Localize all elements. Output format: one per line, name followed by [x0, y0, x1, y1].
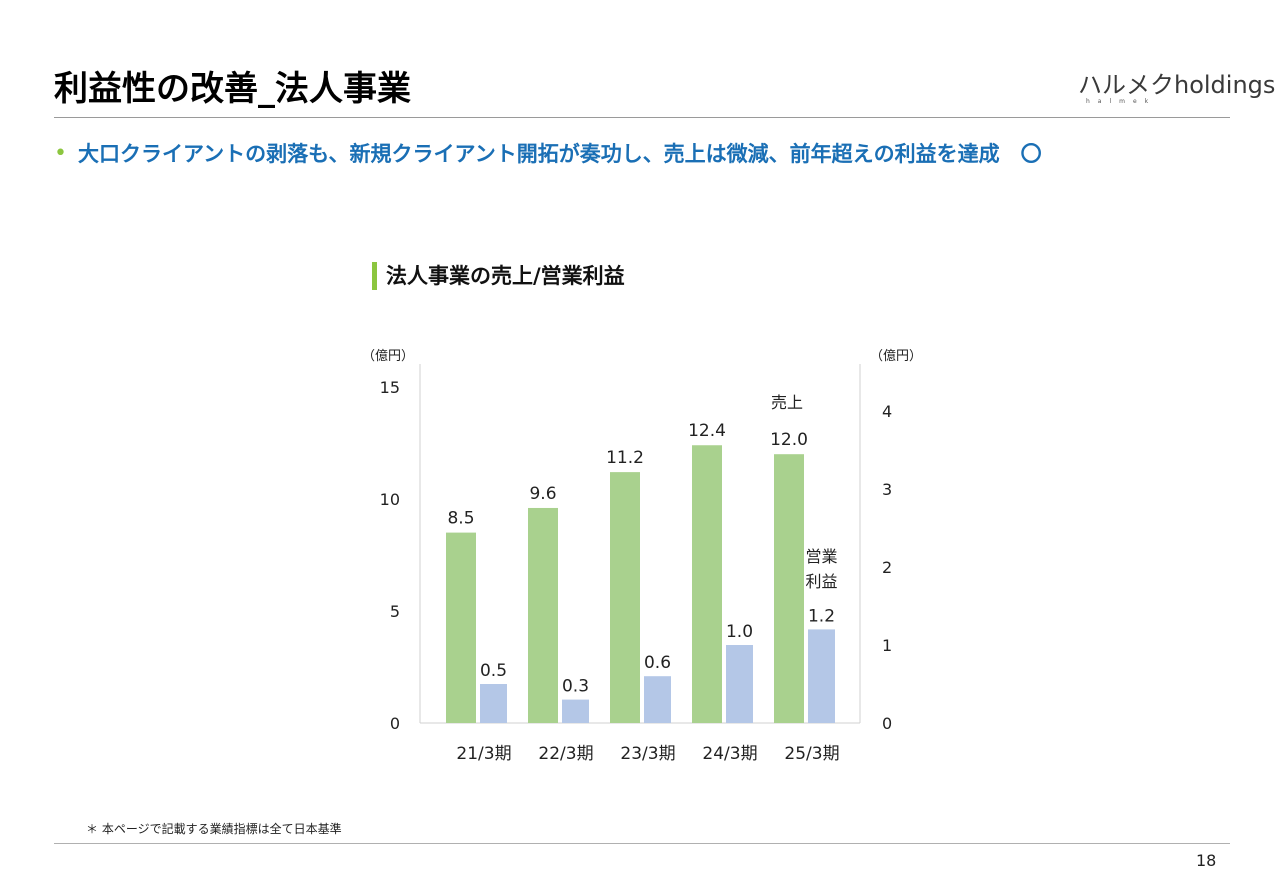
sales-data-label: 11.2: [606, 448, 644, 468]
series-label-profit-line2: 利益: [805, 572, 837, 591]
profit-bar: [726, 645, 753, 723]
logo-text: ハルメクholdings: [1078, 71, 1276, 99]
profit-data-label: 1.0: [726, 622, 753, 642]
left-tick-label: 5: [390, 602, 400, 621]
x-tick-label: 24/3期: [702, 744, 757, 764]
sales-bar: [446, 532, 476, 723]
profit-data-label: 1.2: [808, 606, 835, 626]
sales-bar: [774, 454, 804, 723]
sales-bar: [692, 445, 722, 723]
chart-title: 法人事業の売上/営業利益: [386, 264, 625, 288]
right-axis-unit: （億円）: [870, 348, 922, 364]
chart-bars: [446, 445, 835, 723]
profit-bar: [644, 676, 671, 723]
sales-data-label: 12.0: [770, 430, 808, 450]
x-tick-label: 22/3期: [538, 744, 593, 764]
series-label-profit-line1: 営業: [805, 547, 837, 566]
sales-data-label: 12.4: [688, 421, 726, 441]
profit-bar: [808, 629, 835, 723]
chart-axes: （億円） （億円） 0 5 10 15 0 1 2 3 4 21/3期 22/3期 23/3期 24/3期 2…: [362, 348, 922, 764]
profit-bar: [480, 684, 507, 723]
sales-data-label: 9.6: [529, 484, 556, 504]
profit-data-label: 0.6: [644, 653, 671, 673]
sales-bar: [610, 472, 640, 723]
title-divider: [54, 117, 1230, 118]
bullet-icon: •: [54, 141, 67, 166]
left-tick-label: 0: [390, 714, 400, 733]
slide-title: 利益性の改善_法人事業: [54, 69, 411, 109]
left-tick-label: 15: [380, 378, 400, 397]
footer-divider: [54, 843, 1230, 844]
headline: 大口クライアントの剥落も、新規クライアント開拓が奏功し、売上は微減、前年超えの利…: [78, 142, 1042, 166]
profit-bar: [562, 699, 589, 723]
right-tick-label: 1: [882, 636, 892, 655]
footnote: ＊ 本ページで記載する業績指標は全て日本基準: [86, 822, 342, 836]
profit-data-label: 0.5: [480, 661, 507, 681]
series-label-sales: 売上: [771, 393, 803, 412]
right-tick-label: 0: [882, 714, 892, 733]
sales-data-label: 8.5: [447, 509, 474, 529]
logo-subtext: halmek: [1086, 98, 1157, 105]
right-tick-label: 2: [882, 558, 892, 577]
left-axis-unit: （億円）: [362, 348, 414, 364]
company-logo: ハルメクholdings halmek: [1078, 70, 1275, 106]
x-tick-label: 21/3期: [456, 744, 511, 764]
chart-title-bar: [372, 262, 377, 290]
sales-bar: [528, 507, 558, 723]
left-tick-label: 10: [380, 490, 400, 509]
profit-data-label: 0.3: [562, 677, 589, 697]
right-tick-label: 4: [882, 402, 892, 421]
x-tick-label: 25/3期: [784, 744, 839, 764]
x-tick-label: 23/3期: [620, 744, 675, 764]
right-tick-label: 3: [882, 480, 892, 499]
page-number: 18: [1196, 851, 1217, 870]
